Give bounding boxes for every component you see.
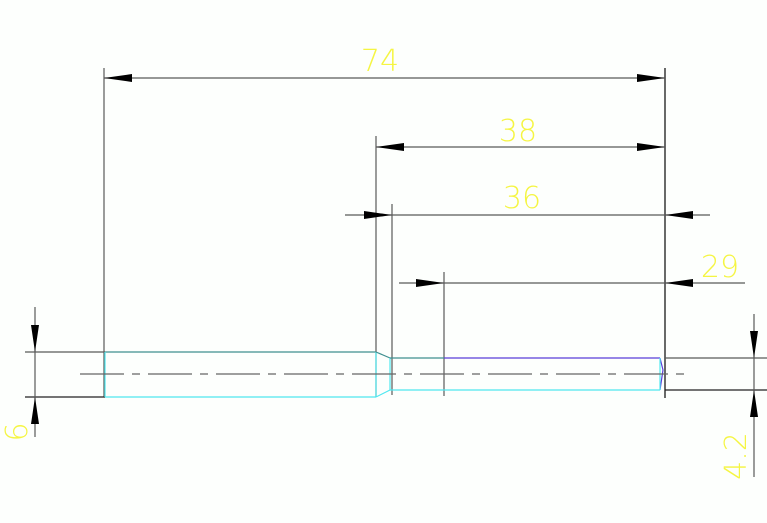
extension-lines [25,68,767,398]
dimension-label: 36 [503,181,541,216]
dimension-36: 36 [345,181,710,219]
dimension-label: 6 [0,422,35,441]
dimension-label: 29 [701,250,739,285]
dimension-74: 74 [104,44,665,82]
dimension-29: 29 [399,250,745,287]
dimension-4-2: 4.2 [719,314,758,480]
dimension-label: 38 [499,114,537,149]
dimension-38: 38 [376,114,665,151]
dimension-label: 74 [361,44,399,79]
dimension-6: 6 [0,307,39,442]
dimension-label: 4.2 [719,432,754,480]
